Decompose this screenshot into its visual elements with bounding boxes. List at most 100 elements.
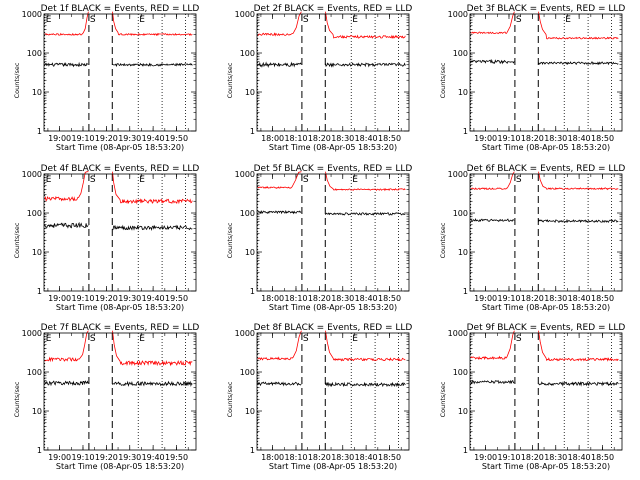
x-tick-label: 18:40 [355, 134, 378, 143]
marker-label: S [90, 334, 96, 344]
x-tick-label: 19:30 [118, 294, 141, 303]
y-tick-label: 10 [32, 248, 42, 257]
series-black-line [44, 380, 89, 387]
series-black-line [470, 379, 515, 385]
y-tick-label: 1 [37, 127, 42, 136]
x-tick-label: 19:10 [71, 453, 94, 462]
marker-label: E [352, 334, 358, 344]
series-red-line [112, 330, 193, 367]
x-tick-label: 18:30 [544, 453, 567, 462]
x-tick-label: 18:30 [331, 453, 354, 462]
y-tick-label: 10 [458, 88, 468, 97]
y-tick-label: 1 [463, 287, 468, 296]
panel-grid: Det 1f BLACK = Events, RED = LLD 1 10 100 10… [13, 4, 625, 471]
plot-frame [256, 173, 410, 292]
y-tick-label: 1000 [235, 10, 255, 19]
series-red-line [257, 171, 302, 189]
x-tick-label: 18:30 [544, 134, 567, 143]
x-axis-label: Start Time (08-Apr-05 18:53:20) [482, 143, 610, 152]
x-tick-label: 18:20 [308, 134, 331, 143]
panel-det6: Det 6f BLACK = Events, RED = LLD 1 10 100 10… [439, 164, 625, 312]
y-tick-label: 100 [453, 209, 468, 218]
panel-det3: Det 3f BLACK = Events, RED = LLD 1 10 100 10… [439, 4, 625, 152]
x-tick-label: 18:40 [355, 294, 378, 303]
y-axis-label: Counts/sec [439, 381, 447, 417]
x-axis-label: Start Time (08-Apr-05 18:53:20) [482, 462, 610, 471]
y-tick-label: 1 [250, 287, 255, 296]
panel-det4: Det 4f BLACK = Events, RED = LLD 1 10 100 10… [13, 164, 199, 312]
y-tick-label: 10 [245, 88, 255, 97]
x-tick-label: 18:30 [544, 294, 567, 303]
x-axis-label: Start Time (08-Apr-05 18:53:20) [56, 462, 184, 471]
series-red-line [44, 171, 89, 202]
panel-title: Det 9f BLACK = Events, RED = LLD [467, 323, 626, 333]
x-tick-label: 18:50 [591, 453, 614, 462]
x-tick-label: 18:10 [284, 453, 307, 462]
panel-title: Det 2f BLACK = Events, RED = LLD [254, 4, 413, 14]
x-tick-label: 18:50 [591, 294, 614, 303]
y-tick-label: 10 [32, 88, 42, 97]
marker-label: E [139, 334, 145, 344]
panel-det5: Det 5f BLACK = Events, RED = LLD 1 10 100 10… [226, 164, 412, 312]
series-black-line [44, 61, 89, 68]
x-tick-label: 18:20 [308, 294, 331, 303]
plot-frame [43, 332, 197, 451]
series-red-line [257, 11, 302, 37]
x-tick-label: 18:40 [568, 453, 591, 462]
x-tick-label: 19:00 [48, 453, 71, 462]
marker-label: S [516, 334, 522, 344]
y-tick-label: 100 [27, 49, 42, 58]
series-black-line [112, 62, 193, 68]
x-tick-label: 19:10 [497, 453, 520, 462]
panel-det7: Det 7f BLACK = Events, RED = LLD 1 10 100 10… [13, 323, 199, 471]
marker-label: E [352, 175, 358, 185]
y-axis-label: Counts/sec [13, 222, 21, 258]
panel-det8: Det 8f BLACK = Events, RED = LLD 1 10 100 10… [226, 323, 412, 471]
x-tick-label: 18:40 [568, 134, 591, 143]
x-axis-label: Start Time (08-Apr-05 18:53:20) [482, 303, 610, 312]
marker-label: S [516, 15, 522, 25]
x-tick-label: 19:20 [95, 294, 118, 303]
marker-label: E [139, 175, 145, 185]
panel-det1: Det 1f BLACK = Events, RED = LLD 1 10 100 10… [13, 4, 199, 152]
x-axis-label: Start Time (08-Apr-05 18:53:20) [269, 143, 397, 152]
x-tick-label: 19:10 [497, 294, 520, 303]
y-axis-label: Counts/sec [439, 62, 447, 98]
series-red-line [112, 171, 193, 205]
x-tick-label: 19:10 [71, 134, 94, 143]
x-tick-label: 19:50 [165, 294, 188, 303]
series-red-line [470, 11, 515, 35]
x-tick-label: 18:20 [521, 134, 544, 143]
y-tick-label: 1 [250, 446, 255, 455]
x-tick-label: 18:50 [378, 134, 401, 143]
x-tick-label: 19:00 [474, 294, 497, 303]
x-tick-label: 18:50 [378, 294, 401, 303]
y-axis-label: Counts/sec [226, 62, 234, 98]
x-tick-label: 19:50 [165, 453, 188, 462]
series-black-line [111, 380, 193, 388]
y-tick-label: 1000 [235, 170, 255, 179]
y-tick-label: 100 [240, 209, 255, 218]
series-black-line [44, 221, 89, 229]
x-tick-label: 18:20 [521, 453, 544, 462]
series-black-line [537, 218, 619, 224]
y-tick-label: 1 [463, 127, 468, 136]
x-tick-label: 19:20 [95, 453, 118, 462]
x-tick-label: 19:00 [474, 134, 497, 143]
series-red-line [257, 330, 302, 361]
series-black-line [257, 381, 302, 387]
x-tick-label: 18:30 [331, 134, 354, 143]
y-tick-label: 10 [458, 407, 468, 416]
series-red-line [44, 330, 89, 363]
series-red-line [44, 11, 89, 36]
x-axis-label: Start Time (08-Apr-05 18:53:20) [56, 143, 184, 152]
series-black-line [538, 381, 619, 387]
x-tick-label: 18:20 [521, 294, 544, 303]
x-tick-label: 18:10 [284, 294, 307, 303]
x-tick-label: 19:00 [48, 134, 71, 143]
panel-title: Det 4f BLACK = Events, RED = LLD [41, 164, 200, 174]
series-red-line [470, 330, 515, 361]
y-tick-label: 10 [245, 407, 255, 416]
plot-frame [43, 173, 197, 292]
